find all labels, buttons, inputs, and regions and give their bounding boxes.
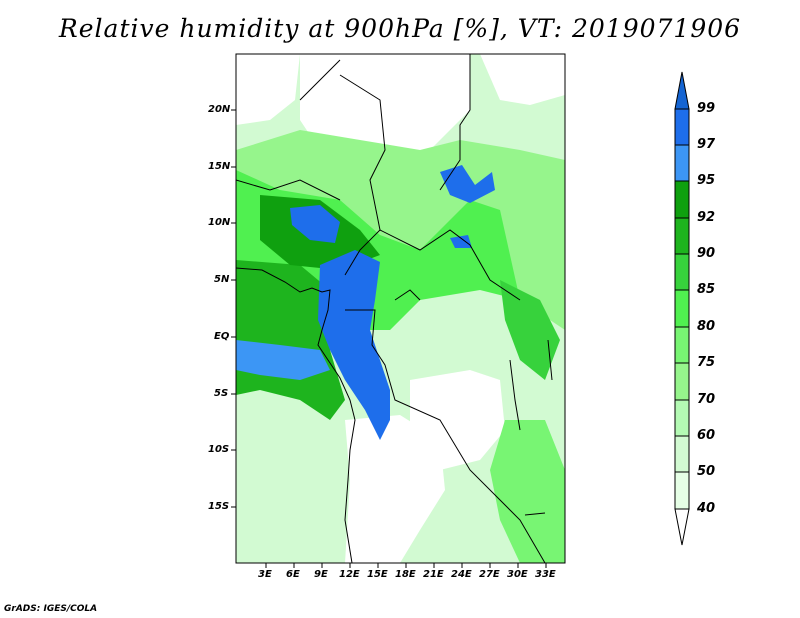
colorbar-label: 90 — [697, 246, 716, 261]
lat-label: 10N — [208, 217, 231, 228]
humidity-field — [236, 54, 565, 563]
colorbar — [674, 71, 690, 546]
footer-credit: GrADS: IGES/COLA — [4, 604, 98, 614]
colorbar-label: 50 — [697, 464, 716, 479]
axis-ticks — [231, 109, 547, 568]
lat-label: 15N — [208, 161, 231, 172]
lon-label: 21E — [423, 569, 444, 580]
humidity-97-congo — [318, 250, 390, 440]
colorbar-swatch-60-70 — [674, 399, 690, 437]
humidity-97-small-patch — [450, 235, 472, 248]
colorbar-swatch-75-80 — [674, 326, 690, 364]
colorbar-label: 85 — [697, 282, 716, 297]
colorbar-max-arrow — [674, 71, 690, 110]
lon-label: 18E — [395, 569, 416, 580]
humidity-90-ocean — [236, 260, 345, 420]
colorbar-swatch-40-50 — [674, 471, 690, 510]
dry-region-southwest — [345, 415, 445, 563]
humidity-80-southeast — [490, 420, 565, 563]
humidity-97-northwest-patch — [290, 205, 340, 243]
humidity-95-coast — [236, 340, 330, 380]
lon-label: 33E — [535, 569, 556, 580]
colorbar-label: 97 — [697, 137, 716, 152]
colorbar-label: 40 — [697, 501, 716, 516]
coastlines-borders — [236, 54, 553, 563]
lat-label: 10S — [208, 444, 230, 455]
lat-label: 15S — [208, 501, 230, 512]
coastline — [236, 267, 356, 563]
country-border — [236, 54, 546, 563]
lat-label: 5N — [214, 274, 230, 285]
colorbar-swatch-80-85 — [674, 289, 690, 328]
lat-label: 5S — [214, 388, 229, 399]
lat-label: 20N — [208, 104, 231, 115]
colorbar-swatch-70-75 — [674, 362, 690, 401]
lake-outline — [509, 339, 553, 516]
lon-label: 24E — [451, 569, 472, 580]
colorbar-label: 80 — [697, 319, 716, 334]
dry-region-northeast — [480, 54, 565, 105]
lon-label: 30E — [507, 569, 528, 580]
dry-region-northwest — [236, 54, 300, 125]
lat-label: EQ — [214, 331, 230, 342]
lon-label: 9E — [314, 569, 328, 580]
colorbar-label: 70 — [697, 392, 716, 407]
colorbar-label: 75 — [697, 355, 716, 370]
colorbar-label: 99 — [697, 101, 716, 116]
colorbar-label: 95 — [697, 173, 716, 188]
colorbar-swatch-90-92 — [674, 217, 690, 255]
colorbar-swatch-50-60 — [674, 435, 690, 473]
lon-label: 12E — [339, 569, 360, 580]
colorbar-swatch-95-97 — [674, 144, 690, 182]
colorbar-label: 60 — [697, 428, 716, 443]
colorbar-swatch-92-95 — [674, 180, 690, 219]
lon-label: 6E — [286, 569, 300, 580]
lon-label: 3E — [258, 569, 272, 580]
map-frame — [235, 53, 566, 564]
humidity-97-sudan-patch — [440, 165, 495, 203]
colorbar-label: 92 — [697, 210, 716, 225]
humidity-85-east — [500, 280, 560, 380]
lon-label: 27E — [479, 569, 500, 580]
lon-label: 15E — [367, 569, 388, 580]
colorbar-swatch-85-90 — [674, 253, 690, 291]
colorbar-swatch-97-99 — [674, 108, 690, 146]
map-title: Relative humidity at 900hPa [%], VT: 201… — [58, 14, 742, 43]
colorbar-min-arrow — [674, 508, 690, 546]
